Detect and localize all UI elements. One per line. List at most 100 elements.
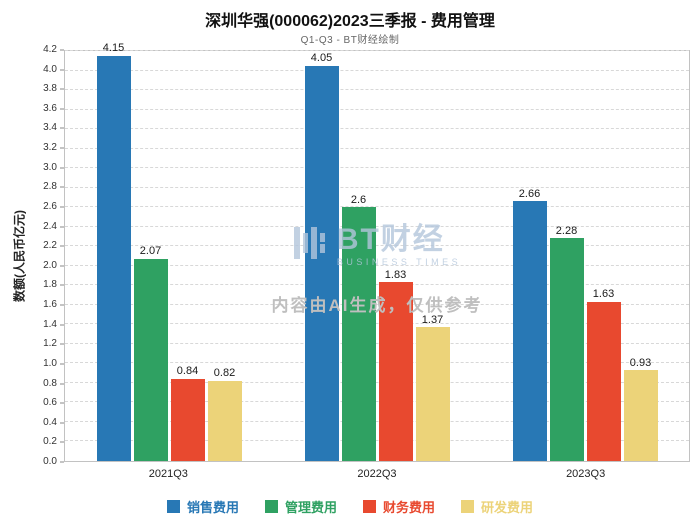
gridline	[65, 362, 689, 364]
y-tick-label: 1.0	[43, 357, 57, 369]
y-tick-mark	[60, 206, 64, 208]
y-axis-label: 数额(人民币亿元)	[12, 210, 27, 302]
gridline	[65, 186, 689, 188]
legend-label: 财务费用	[383, 500, 436, 515]
bar-column: 1.37	[415, 51, 450, 461]
bar-column: 2.66	[512, 51, 547, 461]
legend-item: 销售费用	[166, 497, 239, 516]
y-axis-label-cell: 数额(人民币亿元)	[8, 50, 30, 462]
bar-column: 0.82	[207, 51, 242, 461]
bar-value-label: 2.07	[139, 245, 162, 258]
y-tick-label: 3.0	[43, 161, 57, 173]
bar	[549, 238, 584, 461]
bar	[341, 207, 376, 461]
y-tick-label: 3.4	[43, 122, 57, 134]
bar	[96, 55, 131, 461]
bar-column: 1.63	[586, 51, 621, 461]
bar-column: 2.28	[549, 51, 584, 461]
y-tick-label: 1.4	[43, 318, 57, 330]
gridline	[65, 381, 689, 383]
x-tick-label: 2022Q3	[357, 468, 397, 480]
x-tick-label: 2021Q3	[148, 468, 188, 480]
y-tick-mark	[60, 461, 64, 463]
y-tick-mark	[60, 324, 64, 326]
plot-area: 4.15 2.07 0.84 0.82 4.05 2.6 1.83 1.37 2.66 2.28 1…	[64, 42, 690, 462]
y-tick-label: 1.8	[43, 279, 57, 291]
legend-swatch	[461, 500, 475, 513]
y-tick-label: 1.6	[43, 299, 57, 311]
legend-item: 管理费用	[264, 497, 337, 516]
bar	[378, 282, 413, 461]
bar-column: 2.6	[341, 51, 376, 461]
y-tick-label: 2.4	[43, 220, 57, 232]
bar	[415, 327, 450, 461]
gridline	[65, 147, 689, 149]
bar-column: 0.93	[623, 51, 658, 461]
gridline	[65, 108, 689, 110]
gridline	[65, 303, 689, 305]
bar	[586, 301, 621, 461]
y-tick-mark	[60, 284, 64, 286]
y-tick-label: 0.0	[43, 456, 57, 467]
gridline	[65, 440, 689, 442]
y-tick-label: 3.6	[43, 102, 57, 114]
y-tick-mark	[60, 167, 64, 169]
bar	[133, 258, 168, 461]
y-tick-label: 3.8	[43, 83, 57, 95]
x-tick-label: 2023Q3	[566, 468, 606, 480]
gridline	[65, 284, 689, 286]
y-tick-label: 0.2	[43, 436, 57, 448]
y-tick-label: 4.0	[43, 63, 57, 75]
bar-value-label: 2.28	[555, 224, 578, 237]
y-tick-mark	[60, 441, 64, 443]
bar-column: 4.05	[304, 51, 339, 461]
gridline	[65, 167, 689, 169]
gridline	[65, 128, 689, 130]
bar-value-label: 2.66	[518, 187, 541, 200]
legend-item: 财务费用	[363, 497, 435, 516]
legend-swatch	[264, 500, 278, 513]
y-tick-mark	[60, 49, 64, 51]
bar-column: 4.15	[96, 42, 131, 461]
gridline	[65, 264, 689, 266]
y-tick-mark	[60, 88, 64, 90]
gridline	[65, 206, 689, 208]
gridline	[65, 89, 689, 91]
y-tick-mark	[60, 69, 64, 71]
legend-item: 研发费用	[461, 497, 533, 516]
legend-swatch	[363, 500, 376, 513]
x-axis-labels: 2021Q3 2022Q3 2023Q3	[64, 462, 690, 486]
y-tick-label: 2.6	[43, 200, 57, 212]
y-tick-mark	[60, 383, 64, 385]
legend-label: 管理费用	[284, 500, 337, 515]
gridlines	[65, 50, 689, 461]
bar-value-label: 1.83	[384, 268, 407, 281]
bar	[512, 201, 547, 461]
bar-value-label: 0.82	[213, 367, 236, 380]
y-tick-label: 0.8	[43, 377, 57, 389]
bar	[170, 379, 205, 461]
bar	[623, 370, 658, 461]
y-tick-mark	[60, 127, 64, 129]
bar-column: 0.84	[170, 51, 205, 461]
bar-value-label: 4.05	[310, 52, 333, 65]
y-tick-label: 1.2	[43, 338, 57, 350]
y-tick-label: 0.4	[43, 416, 57, 428]
y-tick-label: 3.2	[43, 142, 57, 154]
gridline	[65, 342, 689, 344]
y-tick-label: 0.6	[43, 397, 57, 409]
chart-title: 深圳华强(000062)2023三季报 - 费用管理	[205, 13, 495, 30]
bar-column: 1.83	[378, 51, 413, 461]
gridline	[65, 69, 689, 71]
y-tick-mark	[60, 422, 64, 424]
bar-value-label: 1.63	[592, 288, 615, 301]
y-tick-label: 2.0	[43, 259, 57, 271]
gridline	[65, 420, 689, 422]
y-tick-mark	[60, 265, 64, 267]
y-tick-mark	[60, 226, 64, 228]
y-tick-mark	[60, 304, 64, 306]
bar	[304, 65, 339, 461]
y-tick-mark	[60, 245, 64, 247]
y-tick-label: 2.8	[43, 181, 57, 193]
bar-groups: 4.15 2.07 0.84 0.82 4.05 2.6 1.83 1.37 2.66 2.28 1…	[65, 42, 689, 461]
